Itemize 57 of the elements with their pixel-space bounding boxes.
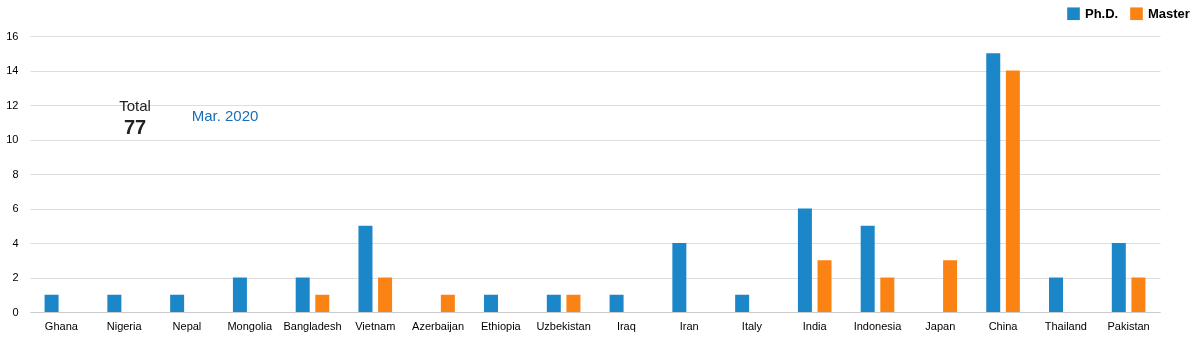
x-tick-label: Italy [741,319,763,332]
bar [609,294,624,312]
bar [943,260,958,312]
bar [860,225,875,312]
legend-label: Ph.D. [1085,5,1119,21]
bar [1111,243,1126,312]
bar [1049,277,1064,312]
annotation: 77 [123,116,147,138]
bar [440,294,455,312]
x-tick-label: India [802,319,828,332]
bar [232,277,247,312]
x-tick-label: Ghana [44,319,79,332]
x-tick-label: Mongolia [227,319,273,332]
x-tick-label: Thailand [1044,319,1087,332]
bar [484,294,499,312]
x-tick-label: Vietnam [355,319,396,332]
bar [546,294,561,312]
x-tick-label: Nigeria [106,319,143,332]
y-tick-label: 10 [6,133,19,145]
x-tick-label: Ethiopia [480,319,522,332]
bar [1131,277,1146,312]
y-tick-label: 12 [6,98,19,111]
bar [170,294,185,312]
bar [672,243,687,312]
x-tick-label: Iraq [616,319,636,332]
y-tick-label: 2 [12,271,19,283]
y-tick-label: 0 [12,305,19,318]
x-tick-label: Japan [925,319,956,332]
bar [315,294,330,312]
bar [986,53,1001,312]
bar [797,208,812,312]
bar [817,260,832,312]
y-tick-label: 14 [6,64,19,76]
bar [566,294,581,312]
bar [1005,70,1020,312]
annotation: Mar. 2020 [191,107,259,124]
x-tick-label: Uzbekistan [536,319,591,332]
x-tick-label: Indonesia [853,319,903,332]
y-tick-label: 6 [12,202,19,214]
bar [735,294,750,312]
bar [44,294,59,312]
annotation: Total [119,97,151,114]
legend-label: Master [1148,5,1190,21]
bar [358,225,373,312]
x-tick-label: Pakistan [1107,319,1150,332]
x-tick-label: Nepal [172,319,202,332]
bar [107,294,122,312]
bar [295,277,310,312]
bar [378,277,393,312]
x-tick-label: China [988,319,1019,332]
y-tick-label: 8 [12,167,19,180]
x-tick-label: Bangladesh [283,319,342,332]
x-tick-label: Iran [679,319,699,332]
y-tick-label: 16 [6,29,19,42]
y-tick-label: 4 [12,236,19,249]
x-tick-label: Azerbaijan [412,319,465,332]
bar [880,277,895,312]
